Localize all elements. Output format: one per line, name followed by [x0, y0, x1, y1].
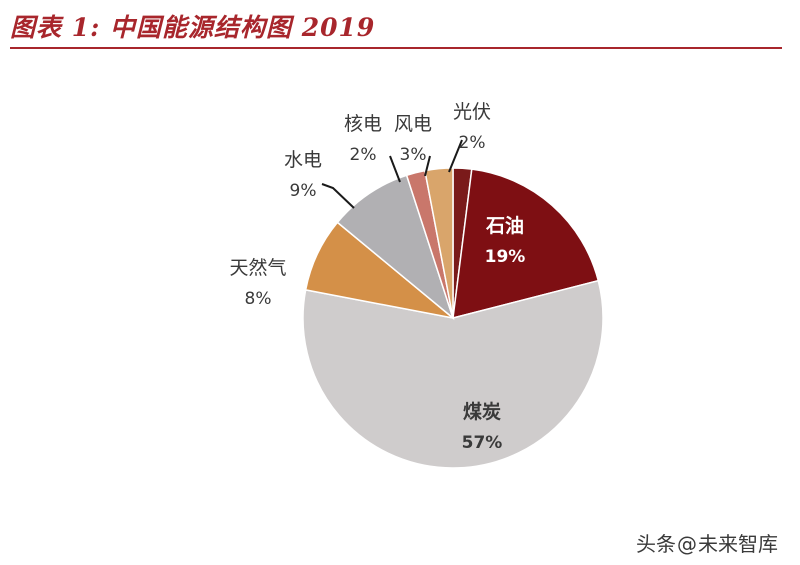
slice-value-shuidian: 9%: [290, 181, 317, 201]
slice-value-tianranqi: 8%: [245, 289, 272, 309]
leader-line-fengdian: [424, 155, 431, 177]
slice-value-meitan: 57%: [462, 433, 503, 453]
slice-label-guangfu: 光伏: [453, 101, 491, 123]
leader-line-shuidian: [321, 183, 355, 209]
slice-label-meitan: 煤炭: [463, 401, 501, 423]
slice-value-guangfu: 2%: [459, 133, 486, 153]
slice-value-fengdian: 3%: [400, 145, 427, 165]
slice-label-shiyou: 石油: [485, 215, 524, 237]
at-icon: @: [677, 532, 697, 556]
slice-label-fengdian: 风电: [394, 113, 432, 135]
slice-label-hedian: 核电: [344, 113, 382, 135]
pie-slice-shuidian: [336, 174, 455, 321]
slice-label-tianranqi: 天然气: [229, 257, 286, 279]
watermark-name: 未来智库: [698, 532, 778, 556]
watermark-prefix: 头条: [636, 532, 676, 556]
chart-title: 图表 1: 中国能源结构图 2019: [10, 13, 376, 42]
pie-slice-fengdian: [424, 167, 454, 319]
watermark: 头条@未来智库: [636, 528, 778, 557]
slice-value-hedian: 2%: [350, 145, 377, 165]
pie-slice-meitan: [302, 279, 604, 469]
slice-label-shuidian: 水电: [284, 149, 322, 171]
pie-slice-shiyou: [452, 168, 600, 320]
leader-line-guangfu: [448, 139, 463, 173]
slice-value-shiyou: 19%: [485, 247, 526, 267]
leader-line-hedian: [389, 155, 401, 183]
title-divider: [10, 47, 782, 49]
